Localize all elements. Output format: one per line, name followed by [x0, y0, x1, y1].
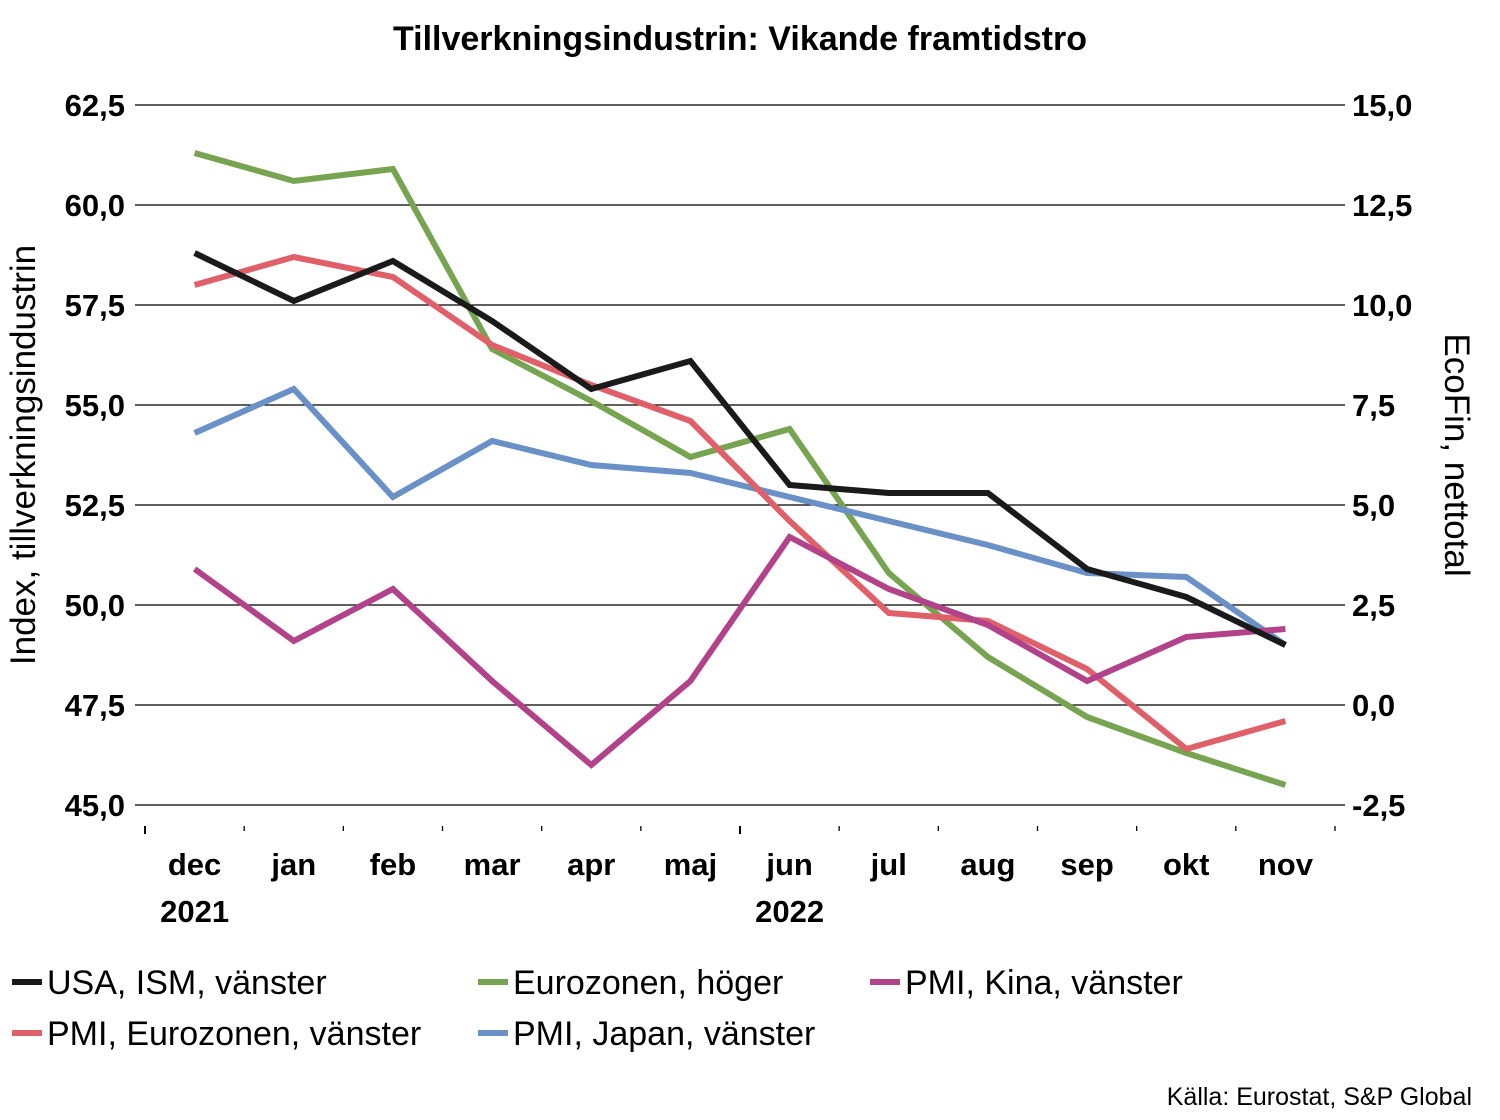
- x-year-label: 2022: [755, 894, 824, 929]
- chart-title: Tillverkningsindustrin: Vikande framtids…: [393, 20, 1087, 58]
- legend-label: PMI, Kina, vänster: [905, 964, 1183, 1002]
- grid: [135, 104, 1345, 806]
- y-axis-right: -2,5 0,0 2,5 5,0 7,5 10,0 12,5 15,0: [1352, 88, 1412, 823]
- x-tick-label: jun: [765, 847, 813, 882]
- series-line: [192, 533, 1286, 769]
- y-tick-label-left: 45,0: [65, 788, 125, 823]
- x-tick-label: jan: [270, 847, 316, 882]
- x-tick-label: mar: [464, 847, 521, 882]
- y-tick-label-left: 50,0: [65, 588, 125, 623]
- y-tick-label-right: 15,0: [1352, 88, 1412, 123]
- y-axis-right-title: EcoFin, nettotal: [1437, 333, 1476, 576]
- x-tick-label: apr: [567, 847, 615, 882]
- y-tick-label-left: 60,0: [65, 188, 125, 223]
- y-tick-label-right: 10,0: [1352, 288, 1412, 323]
- source-note: Källa: Eurostat, S&P Global: [1167, 1083, 1472, 1111]
- y-tick-label-right: -2,5: [1352, 788, 1405, 823]
- y-axis-left-title: Index, tillverkningsindustrin: [4, 245, 43, 665]
- series-line: [193, 150, 1287, 788]
- x-tick-label: maj: [664, 847, 717, 882]
- y-tick-label-left: 47,5: [65, 688, 125, 723]
- series-line: [193, 253, 1287, 753]
- y-axis-left: 45,0 47,5 50,0 52,5 55,0 57,5 60,0 62,5: [65, 88, 125, 823]
- y-tick-label-right: 5,0: [1352, 488, 1395, 523]
- x-tick-label: nov: [1258, 847, 1314, 882]
- x-tick-label: jul: [870, 847, 907, 882]
- legend-label: PMI, Japan, vänster: [513, 1015, 815, 1053]
- x-tick-label: sep: [1060, 847, 1113, 882]
- legend-label: USA, ISM, vänster: [47, 964, 327, 1002]
- y-tick-label-right: 0,0: [1352, 688, 1395, 723]
- y-tick-label-right: 7,5: [1352, 388, 1395, 423]
- x-tick-label: feb: [370, 847, 417, 882]
- x-tick-label: aug: [960, 847, 1015, 882]
- y-tick-label-right: 2,5: [1352, 588, 1395, 623]
- x-tick-label: dec: [168, 847, 221, 882]
- series-lines: [192, 150, 1288, 788]
- y-tick-label-left: 55,0: [65, 388, 125, 423]
- x-year-label: 2021: [160, 894, 229, 929]
- x-tick-label: okt: [1163, 847, 1210, 882]
- legend: USA, ISM, vänster Eurozonen, höger PMI, Ki…: [12, 964, 1183, 1053]
- series-line: [193, 250, 1287, 648]
- y-tick-label-left: 62,5: [65, 88, 125, 123]
- x-axis: dec jan feb mar apr maj jun jul aug sep okt nov 2021…: [144, 826, 1336, 929]
- y-tick-label-left: 52,5: [65, 488, 125, 523]
- legend-label: Eurozonen, höger: [513, 964, 783, 1002]
- legend-label: PMI, Eurozonen, vänster: [47, 1015, 421, 1053]
- y-tick-label-left: 57,5: [65, 288, 125, 323]
- y-tick-label-right: 12,5: [1352, 188, 1412, 223]
